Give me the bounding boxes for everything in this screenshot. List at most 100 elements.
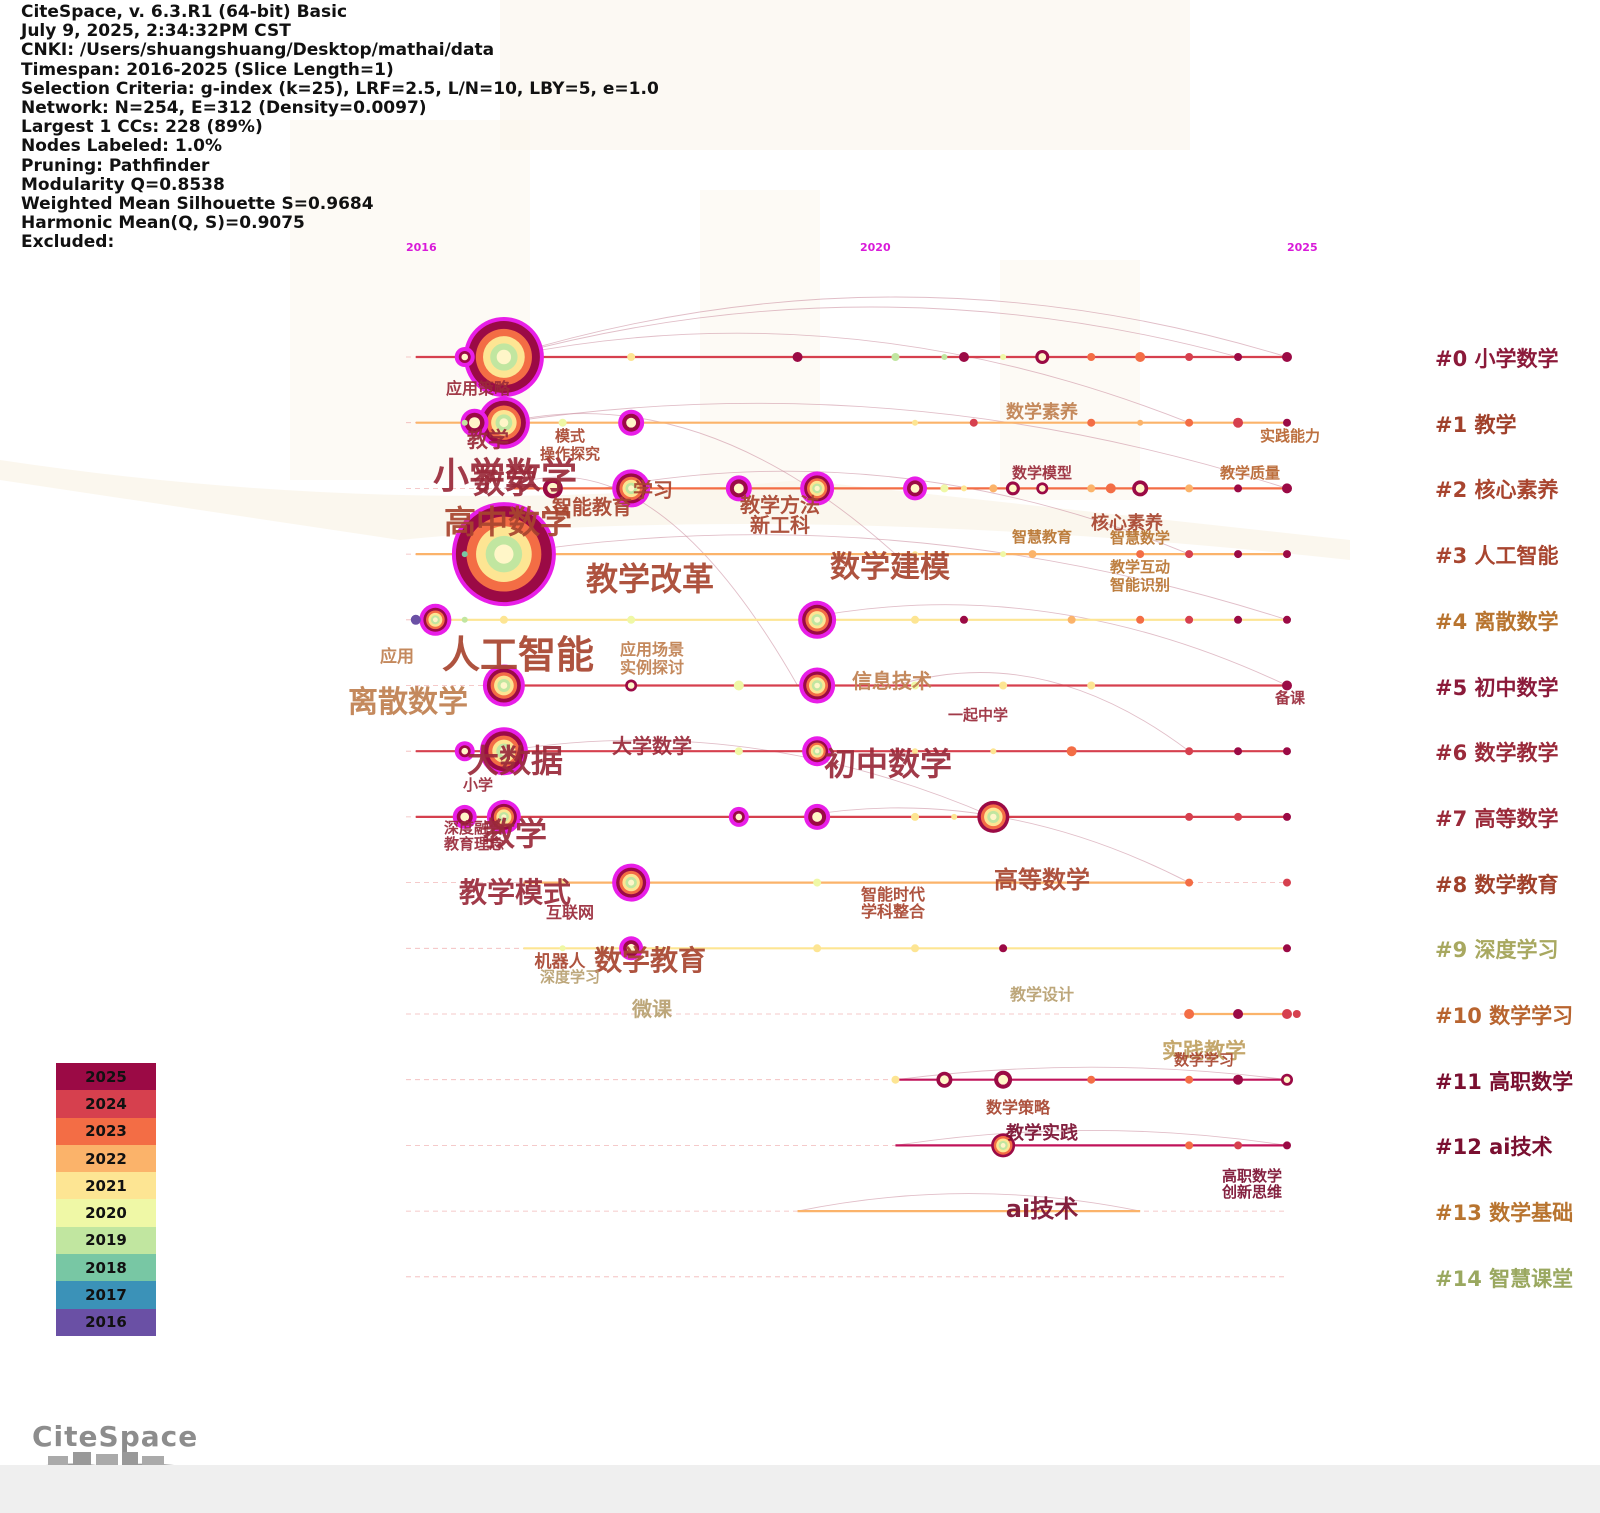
keyword-node[interactable] — [454, 741, 475, 762]
keyword-node[interactable] — [1185, 418, 1194, 427]
keyword-node[interactable] — [1234, 615, 1243, 624]
keyword-node[interactable] — [451, 502, 556, 607]
keyword-node[interactable] — [1283, 747, 1291, 756]
keyword-node[interactable] — [911, 944, 920, 953]
keyword-node[interactable] — [627, 353, 636, 361]
keyword-node[interactable] — [499, 615, 508, 624]
keyword-node[interactable] — [725, 475, 752, 502]
keyword-node[interactable] — [627, 615, 636, 624]
keyword-node[interactable] — [477, 396, 530, 449]
keyword-node[interactable] — [958, 352, 969, 362]
keyword-node[interactable] — [1136, 550, 1145, 559]
keyword-node[interactable] — [542, 478, 563, 499]
keyword-node[interactable] — [912, 551, 919, 558]
keyword-node[interactable] — [1185, 353, 1194, 361]
keyword-node[interactable] — [1283, 550, 1291, 559]
keyword-node[interactable] — [1283, 944, 1291, 953]
keyword-node[interactable] — [1283, 878, 1291, 887]
keyword-node[interactable] — [1234, 1141, 1243, 1150]
keyword-node[interactable] — [1234, 812, 1243, 821]
keyword-node[interactable] — [912, 748, 919, 755]
keyword-node[interactable] — [941, 354, 948, 360]
keyword-node[interactable] — [1000, 551, 1007, 558]
keyword-node[interactable] — [1185, 1075, 1194, 1084]
keyword-node[interactable] — [1185, 878, 1194, 887]
keyword-node[interactable] — [1137, 419, 1144, 426]
keyword-node[interactable] — [558, 418, 567, 427]
keyword-node[interactable] — [1292, 1010, 1301, 1018]
keyword-node[interactable] — [1087, 418, 1096, 427]
keyword-node[interactable] — [1000, 354, 1007, 360]
keyword-node[interactable] — [959, 615, 968, 624]
keyword-node[interactable] — [994, 1070, 1013, 1089]
keyword-node[interactable] — [733, 680, 744, 691]
keyword-node[interactable] — [813, 944, 822, 953]
keyword-node[interactable] — [1087, 1075, 1096, 1084]
keyword-node[interactable] — [1185, 812, 1194, 821]
keyword-node[interactable] — [1066, 746, 1077, 757]
keyword-node[interactable] — [1234, 550, 1243, 559]
keyword-node[interactable] — [612, 863, 651, 902]
keyword-node[interactable] — [891, 1075, 900, 1084]
keyword-node[interactable] — [1132, 480, 1149, 497]
keyword-node[interactable] — [728, 806, 749, 827]
keyword-node[interactable] — [969, 418, 978, 427]
keyword-node[interactable] — [989, 484, 998, 493]
keyword-node[interactable] — [734, 747, 743, 756]
keyword-node[interactable] — [1087, 353, 1096, 361]
keyword-node[interactable] — [911, 615, 920, 624]
keyword-node[interactable] — [960, 485, 967, 492]
keyword-node[interactable] — [559, 945, 566, 952]
keyword-node[interactable] — [1283, 812, 1291, 821]
keyword-node[interactable] — [936, 1071, 953, 1088]
keyword-node[interactable] — [1185, 1141, 1194, 1150]
keyword-node[interactable] — [1234, 747, 1243, 756]
keyword-node[interactable] — [558, 878, 567, 887]
keyword-node[interactable] — [1185, 615, 1194, 624]
keyword-node[interactable] — [1233, 417, 1244, 428]
keyword-node[interactable] — [1281, 1073, 1293, 1086]
keyword-node[interactable] — [891, 353, 900, 361]
keyword-nodes[interactable] — [410, 317, 1301, 1158]
keyword-node[interactable] — [802, 736, 833, 767]
keyword-node[interactable] — [991, 1133, 1016, 1158]
keyword-node[interactable] — [1233, 1074, 1244, 1085]
keyword-node[interactable] — [1282, 1009, 1292, 1019]
keyword-node[interactable] — [1067, 615, 1076, 624]
keyword-node[interactable] — [625, 679, 638, 692]
keyword-node[interactable] — [903, 476, 928, 501]
keyword-node[interactable] — [977, 800, 1010, 833]
keyword-node[interactable] — [419, 603, 452, 636]
keyword-node[interactable] — [1028, 550, 1037, 559]
keyword-node[interactable] — [482, 664, 525, 707]
keyword-node[interactable] — [1136, 615, 1145, 624]
keyword-node[interactable] — [1234, 484, 1243, 493]
keyword-node[interactable] — [619, 936, 644, 961]
keyword-node[interactable] — [1283, 1141, 1291, 1150]
keyword-node[interactable] — [1087, 484, 1096, 493]
keyword-node[interactable] — [1087, 681, 1096, 690]
keyword-node[interactable] — [911, 812, 920, 821]
keyword-node[interactable] — [799, 667, 836, 704]
keyword-node[interactable] — [452, 804, 477, 829]
keyword-node[interactable] — [804, 803, 831, 830]
keyword-node[interactable] — [461, 419, 468, 426]
keyword-node[interactable] — [798, 600, 837, 639]
keyword-node[interactable] — [461, 551, 468, 558]
keyword-node[interactable] — [454, 347, 475, 367]
keyword-node[interactable] — [1234, 353, 1243, 361]
keyword-node[interactable] — [463, 317, 544, 397]
keyword-node[interactable] — [792, 352, 803, 362]
keyword-node[interactable] — [999, 944, 1008, 953]
keyword-node[interactable] — [1282, 352, 1292, 362]
keyword-node[interactable] — [461, 616, 468, 623]
keyword-node[interactable] — [1105, 483, 1116, 494]
keyword-node[interactable] — [800, 471, 835, 506]
keyword-node[interactable] — [1036, 482, 1049, 495]
keyword-node[interactable] — [1185, 484, 1194, 493]
keyword-node[interactable] — [911, 681, 920, 690]
keyword-node[interactable] — [410, 614, 421, 625]
keyword-node[interactable] — [951, 813, 958, 820]
keyword-node[interactable] — [999, 681, 1008, 690]
